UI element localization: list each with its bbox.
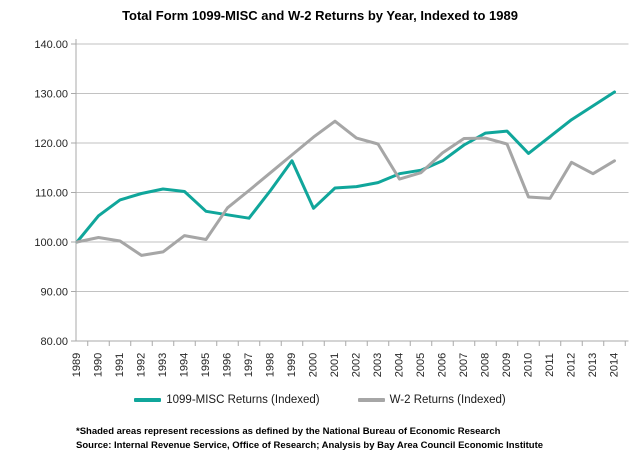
series-line-w2 bbox=[75, 119, 616, 257]
x-axis-label: 1989 bbox=[71, 353, 83, 377]
chart-footnotes: *Shaded areas represent recessions as de… bbox=[76, 425, 616, 454]
legend-label-1099-misc: 1099-MISC Returns (Indexed) bbox=[166, 394, 320, 406]
chart-legend: 1099-MISC Returns (Indexed) W-2 Returns … bbox=[0, 394, 640, 406]
y-axis-label: 90.00 bbox=[40, 286, 68, 298]
x-axis-label: 1999 bbox=[286, 353, 298, 377]
y-axis-label: 100.00 bbox=[34, 237, 68, 249]
x-axis-label: 1991 bbox=[114, 353, 126, 377]
x-axis-label: 1994 bbox=[179, 353, 191, 377]
x-axis-label: 1993 bbox=[157, 353, 169, 377]
legend-label-w2: W-2 Returns (Indexed) bbox=[389, 394, 506, 406]
x-axis-label: 2011 bbox=[544, 353, 556, 377]
x-axis-label: 1995 bbox=[200, 353, 212, 377]
x-axis-label: 1992 bbox=[136, 353, 148, 377]
legend-item-w2: W-2 Returns (Indexed) bbox=[357, 394, 506, 406]
x-axis-label: 1990 bbox=[93, 353, 105, 377]
legend-swatch-w2 bbox=[357, 398, 385, 402]
x-axis-label: 2014 bbox=[609, 353, 621, 377]
y-axis-label: 140.00 bbox=[34, 39, 68, 51]
x-axis-label: 2007 bbox=[458, 353, 470, 377]
x-axis-label: 2005 bbox=[415, 353, 427, 377]
x-axis-label: 2012 bbox=[566, 353, 578, 377]
x-axis-label: 2001 bbox=[329, 353, 341, 377]
x-axis-label: 2002 bbox=[351, 353, 363, 377]
series-line-1099-misc bbox=[75, 90, 616, 244]
y-axis-label: 130.00 bbox=[34, 88, 68, 100]
footnote-recessions: *Shaded areas represent recessions as de… bbox=[76, 426, 501, 437]
x-axis-label: 1996 bbox=[222, 353, 234, 377]
chart-title: Total Form 1099-MISC and W-2 Returns by … bbox=[122, 8, 518, 23]
y-axis-label: 80.00 bbox=[40, 336, 68, 348]
footnote-source: Source: Internal Revenue Service, Office… bbox=[76, 440, 544, 452]
x-axis-label: 2004 bbox=[394, 353, 406, 377]
legend-item-1099-misc: 1099-MISC Returns (Indexed) bbox=[134, 394, 320, 406]
x-axis-label: 2003 bbox=[372, 353, 384, 377]
x-axis-label: 1998 bbox=[265, 353, 277, 377]
x-axis-label: 1997 bbox=[243, 353, 255, 377]
x-axis-label: 2008 bbox=[480, 353, 492, 377]
y-axis-label: 120.00 bbox=[34, 138, 68, 150]
x-axis-label: 2013 bbox=[587, 353, 599, 377]
legend-swatch-1099-misc bbox=[134, 398, 162, 402]
x-axis-label: 2006 bbox=[437, 353, 449, 377]
x-axis-label: 2000 bbox=[308, 353, 320, 377]
y-axis-label: 110.00 bbox=[35, 187, 68, 199]
x-axis-label: 2010 bbox=[523, 353, 535, 377]
x-axis-label: 2009 bbox=[501, 353, 513, 377]
